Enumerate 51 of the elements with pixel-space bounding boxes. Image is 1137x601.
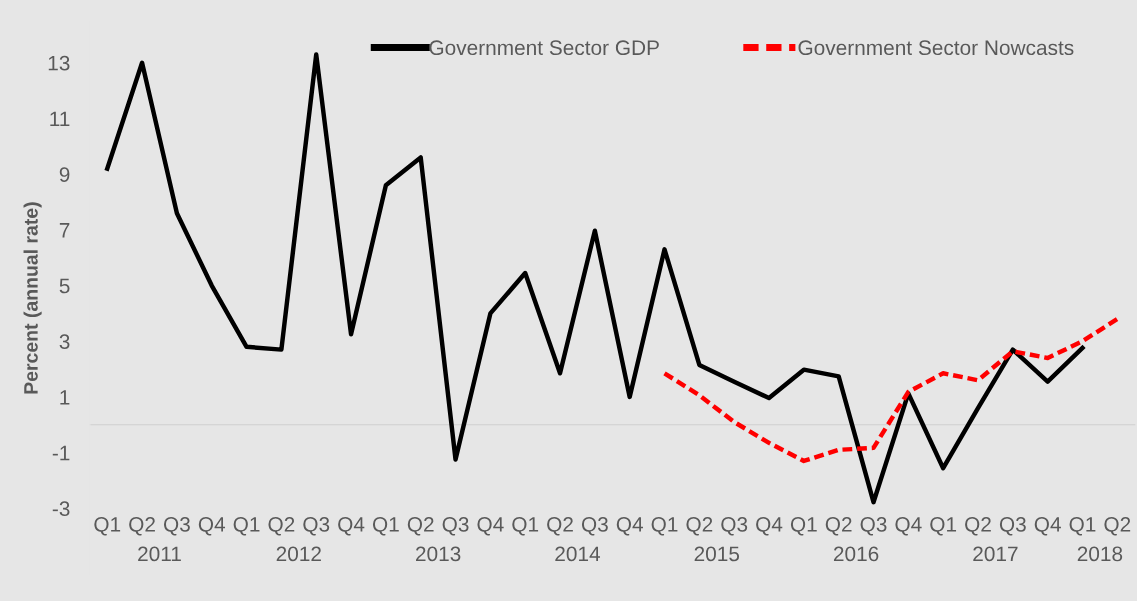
line-series: [662, 316, 1120, 464]
y-tick-label: -3: [52, 501, 70, 517]
x-tick-label: Q1: [233, 517, 260, 536]
x-tick-label: Q2: [129, 517, 155, 536]
annotation: 2018: [1077, 546, 1123, 562]
y-tick-label: 13: [48, 55, 70, 71]
annotation: 2015: [694, 546, 740, 562]
y-tick-label: 9: [59, 167, 70, 182]
y-tick-label: 5: [59, 278, 70, 294]
x-tick-label: Q4: [198, 517, 226, 536]
x-tick-label: Q4: [616, 517, 643, 536]
x-tick-label: Q3: [163, 517, 190, 536]
x-tick-label: Q1: [930, 517, 957, 536]
x-tick-label: Q3: [860, 517, 887, 536]
annotation: 2011: [138, 546, 181, 562]
x-tick-label: Q1: [790, 517, 817, 536]
annotation: 2014: [555, 546, 601, 562]
x-tick-label: Q1: [94, 517, 121, 536]
x-tick-label: Q2: [1104, 517, 1131, 536]
x-tick-label: Q1: [1069, 517, 1096, 536]
x-tick-label: Q3: [303, 517, 330, 536]
x-tick-label: Q4: [895, 517, 922, 536]
annotation: 2012: [276, 546, 321, 562]
x-tick-label: Q4: [477, 517, 504, 536]
annotation: 2013: [416, 546, 461, 562]
x-tick-label: Q2: [407, 517, 434, 536]
x-tick-label: Q3: [442, 517, 469, 536]
x-tick-label: Q4: [338, 517, 365, 536]
x-tick-label: Q2: [825, 517, 852, 536]
x-tick-label: Q4: [1034, 517, 1061, 536]
x-tick-label: Q2: [965, 517, 991, 536]
x-tick-label: Q1: [651, 517, 678, 536]
x-tick-label: Q3: [721, 517, 748, 536]
y-tick-label: 7: [59, 223, 70, 238]
y-tick-label: 3: [59, 334, 70, 350]
y-axis-title: Percent (annual rate): [23, 202, 42, 394]
legend-label: Government Sector Nowcasts: [798, 40, 1074, 56]
x-tick-label: Q2: [686, 517, 713, 536]
legend-label: Government Sector GDP: [429, 40, 659, 56]
annotation: 2017: [973, 546, 1018, 562]
x-tick-label: Q1: [372, 517, 399, 536]
y-tick-label: -1: [52, 445, 70, 461]
y-tick-label: 1: [60, 390, 70, 405]
x-tick-label: Q2: [547, 517, 573, 536]
y-tick-label: 11: [50, 111, 70, 127]
x-tick-label: Q3: [999, 517, 1026, 536]
x-tick-label: Q4: [756, 517, 783, 536]
annotation: 2016: [833, 546, 879, 562]
x-tick-label: Q1: [512, 517, 539, 536]
x-tick-label: Q2: [268, 517, 295, 536]
x-tick-label: Q3: [581, 517, 608, 536]
